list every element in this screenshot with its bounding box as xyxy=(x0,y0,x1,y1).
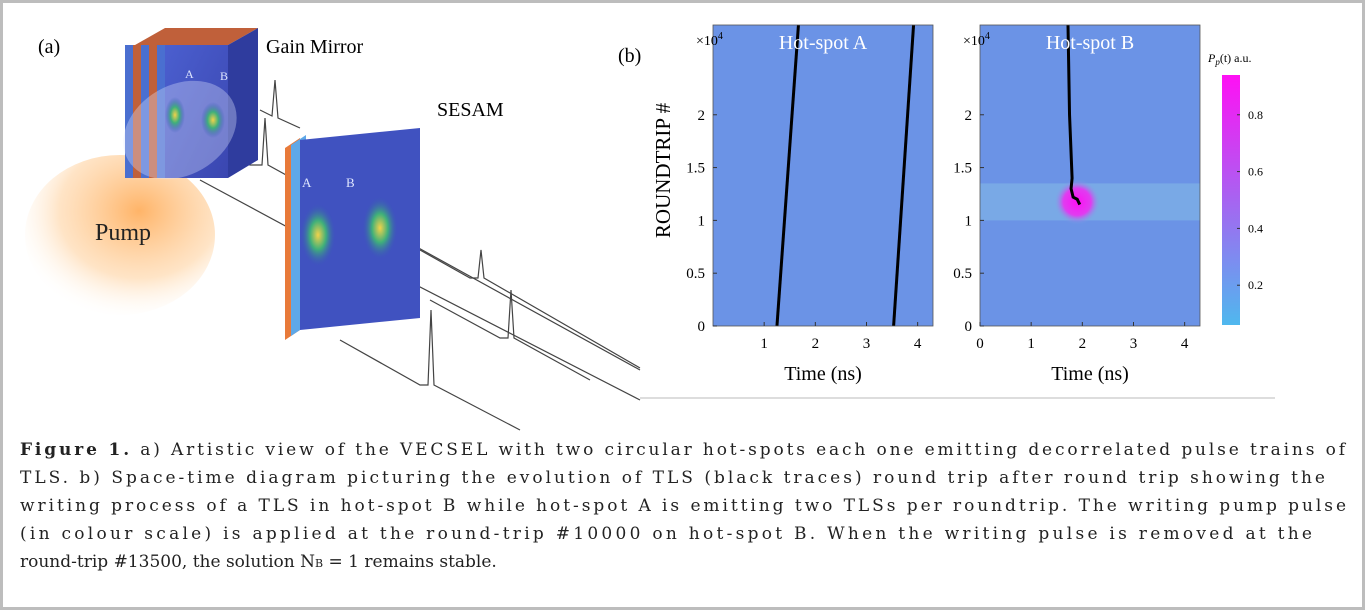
gain-mirror-label: Gain Mirror xyxy=(266,36,364,58)
trace xyxy=(1066,24,1082,206)
multiplier-base: ×10 xyxy=(696,34,718,49)
colorbar-label-part: (t) a.u. xyxy=(1220,51,1252,65)
x-axis-label: Time (ns) xyxy=(784,363,862,385)
pump-label: Pump xyxy=(95,220,151,246)
x-tick-label: 2 xyxy=(812,336,820,352)
caption-label: Figure 1. xyxy=(20,440,129,460)
plot-frame xyxy=(979,24,1201,327)
x-tick-label: 3 xyxy=(863,336,871,352)
colorbar-label: Pp(t) a.u. xyxy=(1207,51,1252,67)
spot-label: A xyxy=(185,67,194,81)
colorbar-tick-label: 0.4 xyxy=(1248,221,1263,235)
y-tick-label: 2 xyxy=(965,108,973,124)
trace xyxy=(892,24,916,327)
y-tick-label: 0.5 xyxy=(686,266,705,282)
caption-subscript: B xyxy=(315,557,323,570)
colorbar-tick-label: 0.8 xyxy=(1248,108,1263,122)
caption-line: (in colour scale) is applied at the roun… xyxy=(20,524,1312,544)
caption-text: a) Artistic view of the VECSEL with two … xyxy=(132,440,1347,460)
trace xyxy=(775,24,800,327)
x-tick-label: 2 xyxy=(1079,336,1087,352)
spot-label: B xyxy=(220,69,228,83)
y-axis-label: ROUNDTRIP # xyxy=(651,102,675,238)
plot-background xyxy=(980,25,1200,326)
y-tick-label: 0.5 xyxy=(953,266,972,282)
panel-label: (a) xyxy=(38,36,60,58)
illustration xyxy=(25,28,641,431)
spot-label: A xyxy=(302,175,312,190)
x-tick-label: 1 xyxy=(760,336,768,352)
panel-label: (b) xyxy=(618,45,641,67)
chart-title: Hot-spot A xyxy=(779,32,868,54)
caption-line: writing process of a TLS in hot-spot B w… xyxy=(20,496,1346,516)
caption-line: Figure 1. a) Artistic view of the VECSEL… xyxy=(20,440,1347,460)
x-tick-label: 4 xyxy=(1181,336,1189,352)
colorbar-tick-label: 0.6 xyxy=(1248,165,1263,179)
x-tick-label: 3 xyxy=(1130,336,1138,352)
y-tick-label: 0 xyxy=(965,319,973,335)
multiplier-exponent: 4 xyxy=(985,31,990,42)
sesam-label: SESAM xyxy=(437,99,504,121)
colorbar-label-part: P xyxy=(1207,51,1216,65)
y-tick-label: 1.5 xyxy=(953,161,972,177)
y-tick-label: 1 xyxy=(698,213,706,229)
plot-frame xyxy=(712,24,934,327)
colorbar-label-part: p xyxy=(1214,57,1220,67)
x-tick-label: 1 xyxy=(1027,336,1035,352)
y-tick-label: 0 xyxy=(698,319,706,335)
chart-title: Hot-spot B xyxy=(1046,32,1134,54)
y-multiplier: ×104 xyxy=(696,31,723,49)
caption-text: round-trip #13500, the solution N xyxy=(20,552,315,572)
y-multiplier: ×104 xyxy=(963,31,990,49)
multiplier-base: ×10 xyxy=(963,34,985,49)
x-tick-label: 4 xyxy=(914,336,922,352)
caption-line: round-trip #13500, the solution NB = 1 r… xyxy=(20,552,497,572)
spot-label: B xyxy=(346,175,355,190)
colorbar-tick-label: 0.2 xyxy=(1248,278,1263,292)
caption-line: TLS. b) Space-time diagram picturing the… xyxy=(20,468,1325,488)
caption-text: = 1 remains stable. xyxy=(323,552,497,572)
colorbar xyxy=(1222,75,1240,325)
multiplier-exponent: 4 xyxy=(718,31,723,42)
x-axis-label: Time (ns) xyxy=(1051,363,1129,385)
y-tick-label: 1 xyxy=(965,213,973,229)
y-tick-label: 2 xyxy=(698,108,706,124)
x-tick-label: 0 xyxy=(976,336,984,352)
y-tick-label: 1.5 xyxy=(686,161,705,177)
plot-background xyxy=(713,25,933,326)
